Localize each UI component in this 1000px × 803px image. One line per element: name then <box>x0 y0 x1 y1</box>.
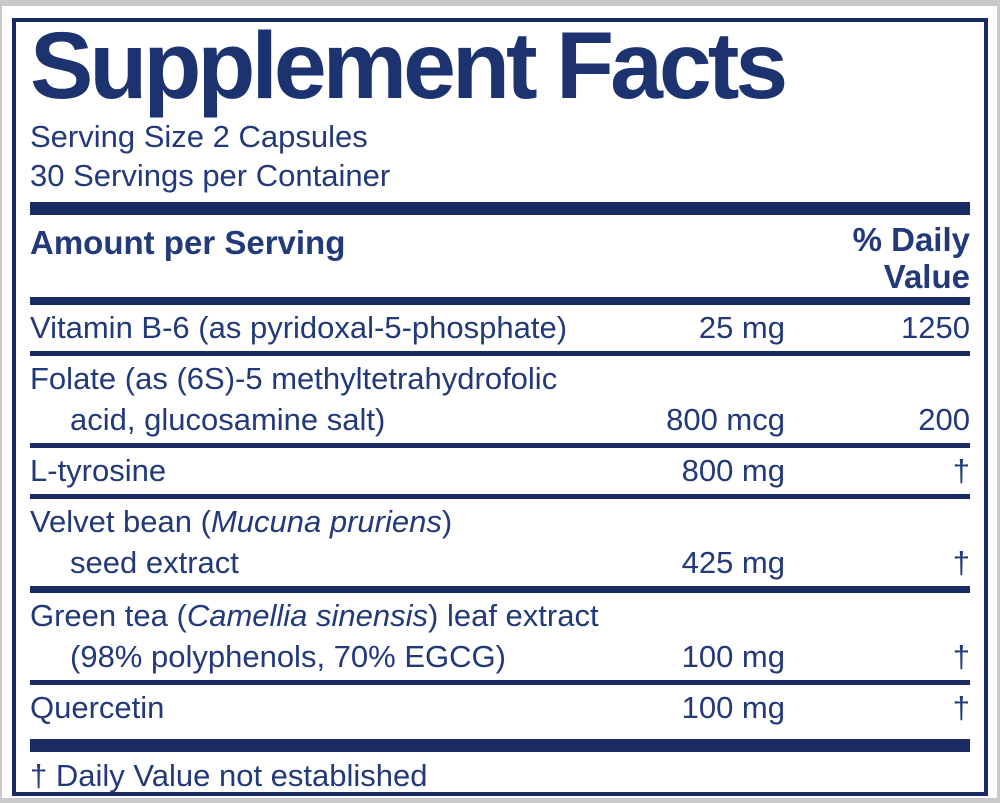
ingredient-row: Velvet bean (Mucuna pruriens) seed extrac… <box>30 499 970 586</box>
ingredient-daily-value: † <box>952 453 970 488</box>
ingredient-name: acid, glucosamine salt) <box>30 399 615 440</box>
ingredient-name-text: Green tea ( <box>30 598 187 633</box>
table-column-headers: Amount per Serving % Daily Value <box>30 221 970 295</box>
ingredient-daily-value: † <box>952 545 970 580</box>
label-sheet: Supplement Facts Serving Size 2 Capsules… <box>2 6 997 798</box>
ingredient-name-text: Vitamin B-6 (as pyridoxal-5-phosphate) <box>30 310 568 345</box>
divider-thick-top <box>30 202 970 215</box>
divider-thick-bottom <box>30 739 970 752</box>
ingredient-name-text: ) leaf extract <box>428 598 599 633</box>
ingredient-name: Vitamin B-6 (as pyridoxal-5-phosphate) <box>30 307 615 348</box>
ingredient-daily-value: 1250 <box>901 310 970 345</box>
ingredient-line: Velvet bean (Mucuna pruriens) <box>30 501 970 542</box>
ingredient-amount: 800 mg <box>681 453 785 488</box>
daily-value-footnote: † Daily Value not established <box>30 758 428 793</box>
daily-value-header-line1: % Daily <box>852 221 970 258</box>
servings-per-container-text: 30 Servings per Container <box>30 158 391 193</box>
daily-value-header-line2: Value <box>883 258 970 295</box>
ingredient-name-text: Folate (as (6S)-5 methyltetrahydrofolic <box>30 361 558 396</box>
ingredient-line: (98% polyphenols, 70% EGCG) 100 mg † <box>30 636 970 677</box>
ingredient-row: Folate (as (6S)-5 methyltetrahydrofolic a… <box>30 356 970 443</box>
ingredient-name: Folate (as (6S)-5 methyltetrahydrofolic <box>30 358 615 399</box>
ingredient-row: Vitamin B-6 (as pyridoxal-5-phosphate) 25… <box>30 305 970 351</box>
ingredient-name: Quercetin <box>30 687 615 728</box>
ingredient-name: seed extract <box>30 542 615 583</box>
ingredient-line: Folate (as (6S)-5 methyltetrahydrofolic <box>30 358 970 399</box>
ingredient-amount: 100 mg <box>681 690 785 725</box>
ingredient-row: Quercetin 100 mg † <box>30 685 970 731</box>
ingredient-name: Green tea (Camellia sinensis) leaf extra… <box>30 595 615 636</box>
row-separator <box>30 351 970 356</box>
panel-title: Supplement Facts <box>30 18 788 119</box>
ingredient-name-text: seed extract <box>70 545 239 580</box>
row-separator <box>30 443 970 448</box>
ingredient-name-text: L-tyrosine <box>30 453 167 488</box>
ingredient-line: Quercetin 100 mg † <box>30 687 970 728</box>
ingredient-name: L-tyrosine <box>30 450 615 491</box>
divider-under-header <box>30 297 970 305</box>
daily-value-header: % Daily Value <box>853 221 970 295</box>
row-separator <box>30 680 970 685</box>
ingredient-name: (98% polyphenols, 70% EGCG) <box>30 636 615 677</box>
row-separator <box>30 494 970 499</box>
ingredient-row: L-tyrosine 800 mg † <box>30 448 970 494</box>
ingredient-name-text: acid, glucosamine salt) <box>70 402 386 437</box>
supplement-facts-panel: Supplement Facts Serving Size 2 Capsules… <box>12 18 988 796</box>
ingredient-line: seed extract 425 mg † <box>30 542 970 583</box>
ingredient-line: Green tea (Camellia sinensis) leaf extra… <box>30 595 970 636</box>
ingredient-name-latin: Camellia sinensis <box>186 598 429 633</box>
ingredient-name-text: (98% polyphenols, 70% EGCG) <box>70 639 506 674</box>
ingredient-name: Velvet bean (Mucuna pruriens) <box>30 501 615 542</box>
ingredient-daily-value: 200 <box>918 402 970 437</box>
ingredient-amount: 800 mcg <box>666 402 785 437</box>
ingredient-line: acid, glucosamine salt) 800 mcg 200 <box>30 399 970 440</box>
ingredient-amount: 425 mg <box>681 545 785 580</box>
ingredient-amount: 100 mg <box>681 639 785 674</box>
ingredient-name-text: ) <box>441 504 453 539</box>
ingredient-name-latin: Mucuna pruriens <box>210 504 442 539</box>
ingredient-name-text: Quercetin <box>30 690 165 725</box>
row-separator <box>30 586 970 593</box>
ingredient-line: Vitamin B-6 (as pyridoxal-5-phosphate) 25… <box>30 307 970 348</box>
ingredient-row: Green tea (Camellia sinensis) leaf extra… <box>30 593 970 680</box>
amount-per-serving-header: Amount per Serving <box>30 224 346 261</box>
ingredient-daily-value: † <box>952 690 970 725</box>
ingredient-amount: 25 mg <box>698 310 785 345</box>
ingredient-daily-value: † <box>952 639 970 674</box>
ingredient-rows: Vitamin B-6 (as pyridoxal-5-phosphate) 25… <box>30 305 970 731</box>
ingredient-name-text: Velvet bean ( <box>30 504 211 539</box>
ingredient-line: L-tyrosine 800 mg † <box>30 450 970 491</box>
serving-size-text: Serving Size 2 Capsules <box>30 119 368 154</box>
